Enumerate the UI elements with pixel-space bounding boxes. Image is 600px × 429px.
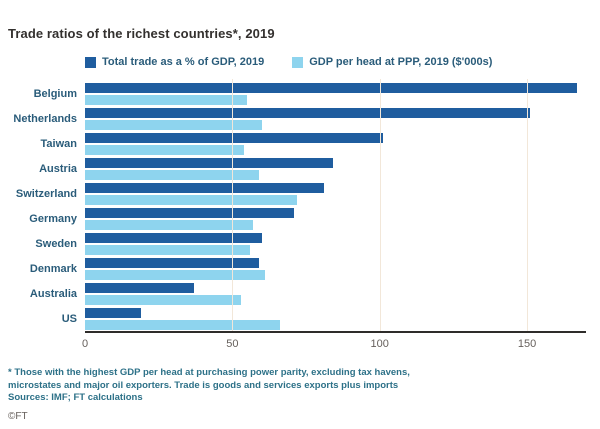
bar-group: Belgium xyxy=(34,81,586,106)
x-tick-label: 0 xyxy=(81,338,89,350)
bar xyxy=(85,207,295,218)
x-tick-label: 150 xyxy=(517,338,537,350)
source-line: Sources: IMF; FT calculations xyxy=(8,392,143,403)
bar-pair xyxy=(85,131,586,156)
gridline xyxy=(232,79,234,331)
bar xyxy=(85,107,530,118)
category-label: Switzerland xyxy=(15,187,77,200)
rows: Belgium Netherlands Taiwan Austria Switzerla… xyxy=(13,79,586,333)
category-label: Austria xyxy=(39,162,77,175)
category-label: Australia xyxy=(29,287,77,300)
category-label: Taiwan xyxy=(40,137,77,150)
chart-title: Trade ratios of the richest countries*, … xyxy=(8,26,275,41)
legend-label-trade: Total trade as a % of GDP, 2019 xyxy=(102,56,265,68)
bar-pair xyxy=(85,156,586,181)
bar-group: Sweden xyxy=(35,231,586,256)
copyright: ©FT xyxy=(8,410,28,422)
legend-swatch-gdp-icon xyxy=(292,56,304,68)
bar xyxy=(85,307,141,318)
gridline xyxy=(527,79,529,331)
bar-pair xyxy=(85,106,586,131)
legend-item-trade: Total trade as a % of GDP, 2019 xyxy=(85,56,264,68)
x-tick-label: 50 xyxy=(226,338,239,350)
plot-area: Belgium Netherlands Taiwan Austria Switzerla… xyxy=(8,79,586,351)
bar xyxy=(85,232,262,243)
bar xyxy=(85,282,195,293)
bar xyxy=(85,144,245,155)
bar-pair xyxy=(85,306,586,331)
footnote-line-1: * Those with the highest GDP per head at… xyxy=(8,367,410,378)
x-axis: 0 50 100 150 xyxy=(81,333,586,351)
category-label: Germany xyxy=(29,212,77,225)
bar xyxy=(85,119,262,130)
bar xyxy=(85,94,248,105)
bar-pair xyxy=(85,256,586,281)
bar-pair xyxy=(85,206,586,231)
category-label: US xyxy=(61,312,77,325)
bar-group: Australia xyxy=(30,281,586,306)
bar-group: Switzerland xyxy=(16,181,586,206)
gridline xyxy=(379,79,381,331)
legend: Total trade as a % of GDP, 2019 GDP per … xyxy=(85,55,586,69)
bar xyxy=(85,244,251,255)
bar-group: Netherlands xyxy=(13,106,586,131)
footnotes: * Those with the highest GDP per head at… xyxy=(8,367,586,422)
bar-pair xyxy=(85,81,586,106)
bar xyxy=(85,257,259,268)
bar xyxy=(85,194,298,205)
bar xyxy=(85,157,333,168)
bar xyxy=(85,269,265,280)
legend-swatch-trade-icon xyxy=(85,56,96,68)
bar-pair xyxy=(85,181,586,206)
bar xyxy=(85,82,578,93)
legend-label-gdp: GDP per head at PPP, 2019 ($'000s) xyxy=(309,56,493,68)
bar-group: Denmark xyxy=(30,256,586,281)
category-label: Denmark xyxy=(29,262,77,275)
footnote-line-2: microstates and major oil exporters. Tra… xyxy=(8,379,399,391)
bar-group: Taiwan xyxy=(41,131,586,156)
bar xyxy=(85,219,253,230)
bar-group: Germany xyxy=(29,206,586,231)
bar xyxy=(85,132,383,143)
category-label: Sweden xyxy=(35,237,77,250)
bar-pair xyxy=(85,231,586,256)
category-label: Belgium xyxy=(33,87,77,100)
bar-group: Austria xyxy=(39,156,586,181)
bar xyxy=(85,319,280,330)
bar-pair xyxy=(85,281,586,306)
bar xyxy=(85,169,259,180)
bar xyxy=(85,182,324,193)
bar-group: US xyxy=(62,306,586,331)
legend-item-gdp: GDP per head at PPP, 2019 ($'000s) xyxy=(292,56,492,68)
x-tick-label: 100 xyxy=(370,338,389,350)
category-label: Netherlands xyxy=(13,112,77,125)
bar xyxy=(85,294,242,305)
